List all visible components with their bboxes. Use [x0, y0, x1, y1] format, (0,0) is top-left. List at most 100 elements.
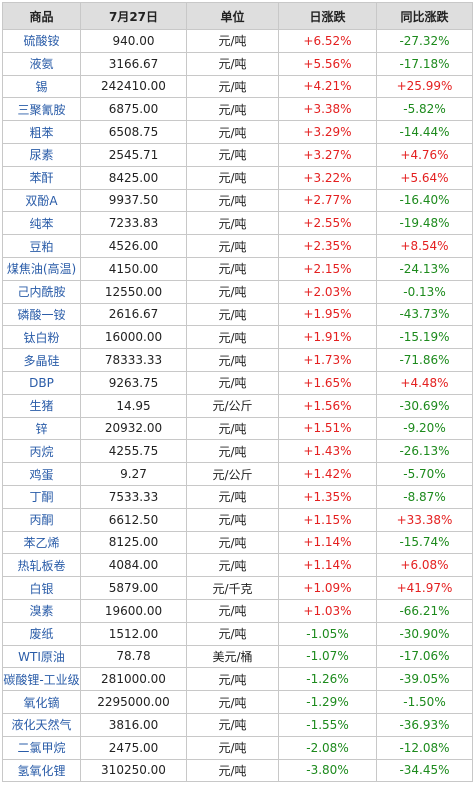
- commodity-name-link[interactable]: 三聚氰胺: [2, 97, 81, 122]
- table-row: 鸡蛋 9.27 元/公斤 +1.42% -5.70%: [2, 462, 473, 486]
- price-cell: 7533.33: [80, 484, 187, 509]
- yoy-change-cell: -30.69%: [376, 393, 473, 418]
- yoy-change-cell: -24.13%: [376, 256, 473, 281]
- yoy-change-cell: -17.18%: [376, 51, 473, 76]
- commodity-name-link[interactable]: 氢氧化锂: [2, 758, 81, 783]
- price-cell: 78.78: [80, 644, 187, 669]
- commodity-name-link[interactable]: 热轧板卷: [2, 553, 81, 578]
- daily-change-cell: +2.15%: [278, 256, 377, 281]
- yoy-change-cell: -66.21%: [376, 598, 473, 623]
- yoy-change-cell: +4.76%: [376, 142, 473, 167]
- table-row: 二氯甲烷 2475.00 元/吨 -2.08% -12.08%: [2, 735, 473, 760]
- commodity-name-link[interactable]: 双酚A: [2, 188, 81, 213]
- daily-change-cell: +5.56%: [278, 51, 377, 76]
- price-cell: 4526.00: [80, 234, 187, 258]
- commodity-name-link[interactable]: 鸡蛋: [2, 462, 81, 486]
- yoy-change-cell: -1.50%: [376, 690, 473, 714]
- commodity-name-link[interactable]: 液氨: [2, 51, 81, 76]
- price-cell: 281000.00: [80, 667, 187, 692]
- daily-change-cell: +1.73%: [278, 348, 377, 372]
- table-row: 丙酮 6612.50 元/吨 +1.15% +33.38%: [2, 507, 473, 532]
- daily-change-cell: +3.22%: [278, 165, 377, 190]
- daily-change-cell: -1.07%: [278, 644, 377, 669]
- price-cell: 3816.00: [80, 712, 187, 737]
- header-unit[interactable]: 单位: [186, 2, 279, 30]
- commodity-name-link[interactable]: 硫酸铵: [2, 29, 81, 53]
- daily-change-cell: -1.29%: [278, 690, 377, 714]
- commodity-name-link[interactable]: 溴素: [2, 598, 81, 623]
- unit-cell: 元/吨: [186, 211, 279, 236]
- commodity-name-link[interactable]: 磷酸一铵: [2, 302, 81, 327]
- commodity-name-link[interactable]: 丙酮: [2, 507, 81, 532]
- daily-change-cell: +1.91%: [278, 325, 377, 350]
- yoy-change-cell: -0.13%: [376, 279, 473, 304]
- commodity-name-link[interactable]: 尿素: [2, 142, 81, 167]
- commodity-name-link[interactable]: WTI原油: [2, 644, 81, 669]
- commodity-name-link[interactable]: 苯乙烯: [2, 530, 81, 555]
- yoy-change-cell: -34.45%: [376, 758, 473, 783]
- commodity-name-link[interactable]: 钛白粉: [2, 325, 81, 350]
- daily-change-cell: +1.03%: [278, 598, 377, 623]
- table-row: 液氨 3166.67 元/吨 +5.56% -17.18%: [2, 51, 473, 76]
- commodity-name-link[interactable]: 己内酰胺: [2, 279, 81, 304]
- table-row: 钛白粉 16000.00 元/吨 +1.91% -15.19%: [2, 325, 473, 350]
- price-cell: 6508.75: [80, 120, 187, 144]
- unit-cell: 元/吨: [186, 370, 279, 395]
- price-cell: 8125.00: [80, 530, 187, 555]
- yoy-change-cell: -17.06%: [376, 644, 473, 669]
- price-cell: 8425.00: [80, 165, 187, 190]
- commodity-name-link[interactable]: 纯苯: [2, 211, 81, 236]
- table-row: 豆粕 4526.00 元/吨 +2.35% +8.54%: [2, 234, 473, 258]
- header-commodity[interactable]: 商品: [2, 2, 81, 30]
- commodity-name-link[interactable]: 豆粕: [2, 234, 81, 258]
- unit-cell: 元/吨: [186, 302, 279, 327]
- yoy-change-cell: -16.40%: [376, 188, 473, 213]
- unit-cell: 元/吨: [186, 553, 279, 578]
- daily-change-cell: +2.55%: [278, 211, 377, 236]
- commodity-name-link[interactable]: 废纸: [2, 621, 81, 646]
- daily-change-cell: +2.35%: [278, 234, 377, 258]
- commodity-name-link[interactable]: 二氯甲烷: [2, 735, 81, 760]
- yoy-change-cell: +25.99%: [376, 74, 473, 99]
- unit-cell: 元/吨: [186, 120, 279, 144]
- yoy-change-cell: -5.70%: [376, 462, 473, 486]
- commodity-name-link[interactable]: 氧化镝: [2, 690, 81, 714]
- unit-cell: 元/吨: [186, 348, 279, 372]
- unit-cell: 元/吨: [186, 51, 279, 76]
- daily-change-cell: +1.95%: [278, 302, 377, 327]
- commodity-name-link[interactable]: 丙烷: [2, 439, 81, 464]
- yoy-change-cell: -30.90%: [376, 621, 473, 646]
- table-row: 白银 5879.00 元/千克 +1.09% +41.97%: [2, 576, 473, 600]
- daily-change-cell: +2.03%: [278, 279, 377, 304]
- commodity-name-link[interactable]: 白银: [2, 576, 81, 600]
- header-yoy-change[interactable]: 同比涨跌: [376, 2, 473, 30]
- table-row: 双酚A 9937.50 元/吨 +2.77% -16.40%: [2, 188, 473, 213]
- commodity-name-link[interactable]: 煤焦油(高温): [2, 256, 81, 281]
- yoy-change-cell: -9.20%: [376, 416, 473, 441]
- commodity-name-link[interactable]: 碳酸锂-工业级: [2, 667, 81, 692]
- unit-cell: 元/吨: [186, 735, 279, 760]
- unit-cell: 元/吨: [186, 325, 279, 350]
- header-daily-change[interactable]: 日涨跌: [278, 2, 377, 30]
- yoy-change-cell: -36.93%: [376, 712, 473, 737]
- commodity-name-link[interactable]: 锌: [2, 416, 81, 441]
- table-row: 煤焦油(高温) 4150.00 元/吨 +2.15% -24.13%: [2, 256, 473, 281]
- commodity-name-link[interactable]: 锡: [2, 74, 81, 99]
- commodity-name-link[interactable]: 液化天然气: [2, 712, 81, 737]
- commodity-name-link[interactable]: 粗苯: [2, 120, 81, 144]
- commodity-name-link[interactable]: 多晶硅: [2, 348, 81, 372]
- yoy-change-cell: -14.44%: [376, 120, 473, 144]
- commodity-name-link[interactable]: DBP: [2, 370, 81, 395]
- commodity-name-link[interactable]: 苯酐: [2, 165, 81, 190]
- price-cell: 20932.00: [80, 416, 187, 441]
- unit-cell: 元/吨: [186, 256, 279, 281]
- commodity-name-link[interactable]: 生猪: [2, 393, 81, 418]
- header-price-date[interactable]: 7月27日: [80, 2, 187, 30]
- price-cell: 2295000.00: [80, 690, 187, 714]
- table-row: DBP 9263.75 元/吨 +1.65% +4.48%: [2, 370, 473, 395]
- table-row: 尿素 2545.71 元/吨 +3.27% +4.76%: [2, 142, 473, 167]
- table-row: 氢氧化锂 310250.00 元/吨 -3.80% -34.45%: [2, 758, 473, 783]
- price-cell: 78333.33: [80, 348, 187, 372]
- commodity-name-link[interactable]: 丁酮: [2, 484, 81, 509]
- daily-change-cell: +1.14%: [278, 530, 377, 555]
